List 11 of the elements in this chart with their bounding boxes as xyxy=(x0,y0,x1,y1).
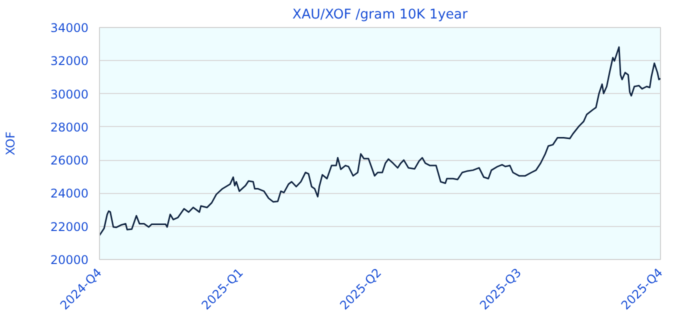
chart-title: XAU/XOF /gram 10K 1year xyxy=(292,8,468,22)
y-tick-label: 26000 xyxy=(50,154,89,168)
y-tick-label: 28000 xyxy=(50,120,89,134)
y-tick-label: 32000 xyxy=(50,54,89,68)
y-tick-label: 24000 xyxy=(50,186,89,201)
y-axis-title: XOF xyxy=(3,132,18,156)
y-tick-label: 30000 xyxy=(50,87,89,102)
line-series xyxy=(100,46,660,236)
y-tick-label: 22000 xyxy=(50,220,89,234)
y-tick-label: 34000 xyxy=(50,21,89,35)
y-tick-label: 20000 xyxy=(50,253,89,267)
